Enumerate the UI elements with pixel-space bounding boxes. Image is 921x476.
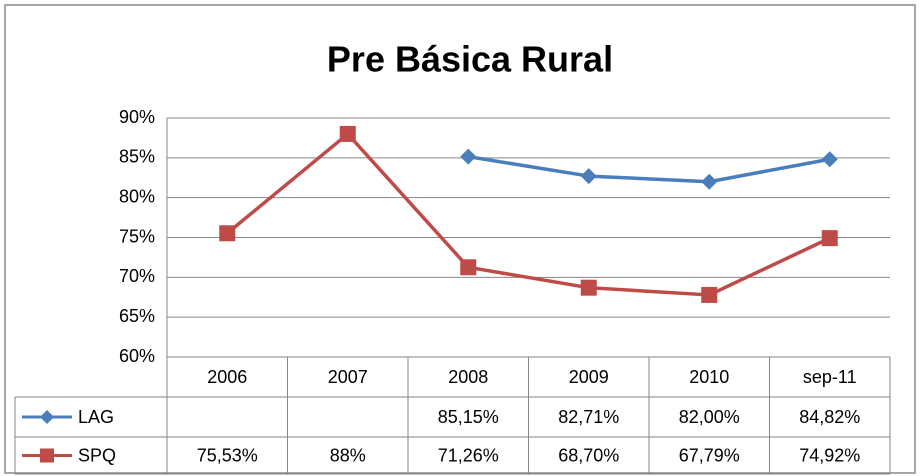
marker xyxy=(219,225,236,242)
y-tick-label: 80% xyxy=(119,186,155,206)
y-tick-label: 60% xyxy=(119,346,155,366)
table-value: 74,92% xyxy=(799,445,860,465)
marker xyxy=(460,148,477,165)
marker xyxy=(701,286,718,303)
table-value: 85,15% xyxy=(438,407,499,427)
marker xyxy=(580,168,597,185)
table-value: 68,70% xyxy=(558,445,619,465)
y-tick-label: 75% xyxy=(119,226,155,246)
marker xyxy=(821,151,838,168)
x-tick-label: 2010 xyxy=(689,367,729,387)
legend-label: LAG xyxy=(78,407,114,427)
legend-marker xyxy=(40,410,54,424)
y-tick-label: 65% xyxy=(119,306,155,326)
x-tick-label: 2008 xyxy=(448,367,488,387)
y-tick-label: 70% xyxy=(119,266,155,286)
series-line xyxy=(226,132,831,297)
y-tick-label: 90% xyxy=(119,107,155,127)
table-value: 82,71% xyxy=(558,407,619,427)
table-value: 84,82% xyxy=(799,407,860,427)
table-value: 71,26% xyxy=(438,445,499,465)
y-tick-label: 85% xyxy=(119,147,155,167)
x-tick-label: 2009 xyxy=(569,367,609,387)
chart-title: Pre Básica Rural xyxy=(327,39,613,80)
x-tick-label: sep-11 xyxy=(803,367,857,387)
series-line xyxy=(467,154,831,184)
marker xyxy=(339,125,356,142)
table-value: 82,00% xyxy=(679,407,740,427)
x-tick-label: 2006 xyxy=(207,367,247,387)
marker xyxy=(701,173,718,190)
marker xyxy=(821,230,838,247)
x-tick-label: 2007 xyxy=(328,367,368,387)
table-value: 88% xyxy=(330,445,366,465)
legend-label: SPQ xyxy=(78,445,116,465)
marker xyxy=(580,279,597,296)
chart-frame xyxy=(4,4,916,474)
table-value: 75,53% xyxy=(197,445,258,465)
legend-marker xyxy=(40,448,54,463)
table-value: 67,79% xyxy=(679,445,740,465)
marker xyxy=(460,259,477,276)
